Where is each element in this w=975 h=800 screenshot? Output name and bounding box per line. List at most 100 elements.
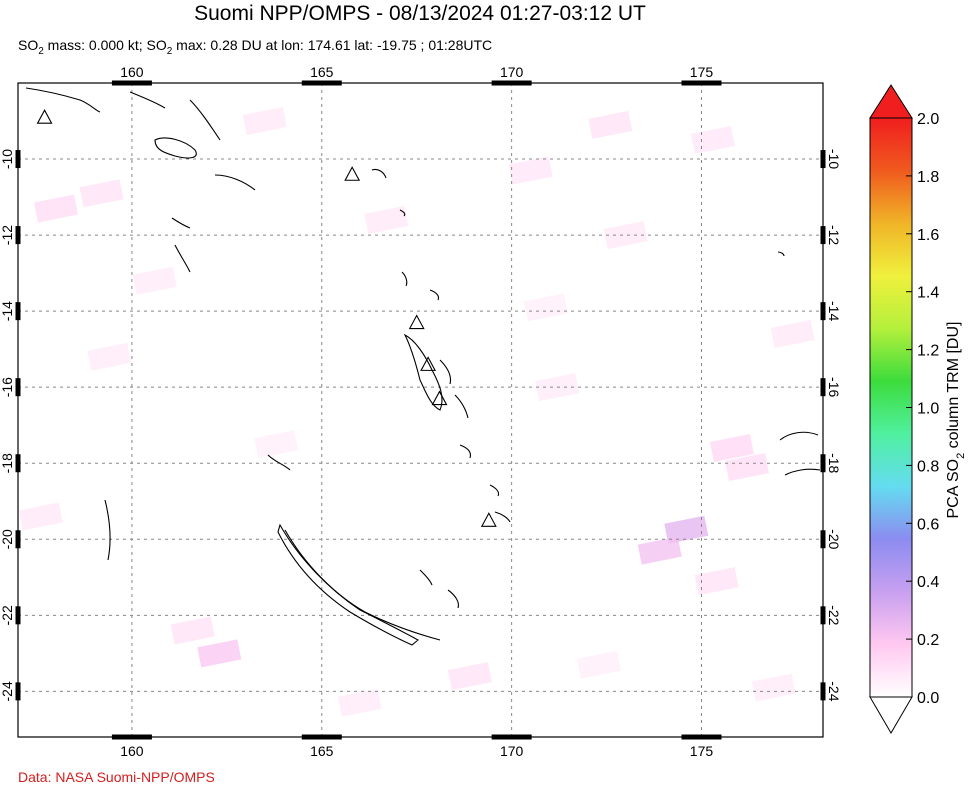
y-tick-label-left: -20 bbox=[0, 529, 15, 549]
colorbar-tick-label: 0.2 bbox=[917, 632, 939, 649]
x-tick-label-top: 160 bbox=[120, 64, 144, 80]
so2-cell bbox=[447, 662, 492, 691]
coast-ouvea bbox=[419, 569, 433, 586]
y-tick-label-left: -14 bbox=[0, 301, 15, 321]
so2-cell bbox=[132, 266, 177, 295]
coast-tanna bbox=[494, 511, 511, 523]
so2-cell bbox=[197, 639, 242, 668]
so2-cells bbox=[18, 107, 815, 717]
volcano-icon bbox=[344, 166, 361, 181]
coast-torres bbox=[401, 271, 408, 287]
chart-subtitle: SO2 mass: 0.000 kt; SO2 max: 0.28 DU at … bbox=[18, 37, 493, 57]
x-tick-label-bottom: 170 bbox=[500, 743, 524, 759]
coast-lifou bbox=[447, 589, 459, 609]
colorbar-tick-label: 1.8 bbox=[917, 169, 939, 186]
so2-cell bbox=[770, 319, 815, 348]
so2-cell bbox=[523, 293, 568, 322]
map-grid bbox=[18, 83, 823, 737]
y-tick-label-left: -10 bbox=[0, 149, 15, 169]
y-tick-label-right: -20 bbox=[826, 529, 842, 549]
colorbar-tick-label: 0.6 bbox=[917, 516, 939, 533]
so2-cell bbox=[79, 179, 124, 208]
so2-cell bbox=[170, 616, 215, 645]
y-tick-label-left: -16 bbox=[0, 377, 15, 397]
x-tick-label-bottom: 165 bbox=[310, 743, 334, 759]
volcano-markers bbox=[36, 109, 497, 527]
y-tick-label-left: -12 bbox=[0, 225, 15, 245]
y-tick-label-left: -18 bbox=[0, 453, 15, 473]
y-tick-label-right: -14 bbox=[826, 301, 842, 321]
so2-cell bbox=[603, 221, 648, 250]
x-tick-label-bottom: 160 bbox=[120, 743, 144, 759]
colorbar-tick-label: 0.0 bbox=[917, 690, 939, 707]
so2-cell bbox=[254, 430, 299, 459]
y-tick-label-left: -22 bbox=[0, 605, 15, 625]
so2-cell bbox=[709, 434, 754, 463]
colorbar-tick-label: 1.0 bbox=[917, 401, 939, 418]
colorbar-tick-label: 0.8 bbox=[917, 458, 939, 475]
data-credit: Data: NASA Suomi-NPP/OMPS bbox=[18, 769, 215, 785]
coast-fiji-viti-levu bbox=[779, 431, 819, 441]
coast-malaita bbox=[189, 99, 221, 141]
coast-fiji-vanua-levu bbox=[784, 468, 821, 476]
so2-cell bbox=[637, 536, 682, 565]
x-tick-label-top: 165 bbox=[310, 64, 334, 80]
so2-cell bbox=[576, 650, 621, 679]
so2-cell bbox=[18, 502, 63, 531]
colorbar-tick-label: 1.2 bbox=[917, 343, 939, 360]
colorbar-title: PCA SO2 column TRM [DU] bbox=[945, 322, 967, 519]
so2-cell bbox=[751, 673, 796, 702]
colorbar-tick-label: 0.4 bbox=[917, 574, 939, 591]
colorbar-tick-label: 2.0 bbox=[917, 111, 939, 128]
so2-cell bbox=[588, 110, 633, 139]
so2-cell bbox=[33, 194, 78, 223]
plot-background bbox=[18, 83, 823, 737]
y-tick-label-right: -18 bbox=[826, 453, 842, 473]
coast-solomon-2 bbox=[129, 91, 166, 109]
volcano-icon bbox=[420, 356, 437, 371]
coast-belep bbox=[267, 454, 291, 471]
x-tick-label-top: 175 bbox=[690, 64, 714, 80]
y-tick-label-right: -22 bbox=[826, 605, 842, 625]
chart-title: Suomi NPP/OMPS - 08/13/2024 01:27-03:12 … bbox=[194, 2, 646, 25]
so2-cell bbox=[242, 107, 287, 136]
coast-chesterfield bbox=[104, 499, 111, 561]
axis-labels: 160 160 165 165 170 170 175 175 -10 -10 -12 -12 -14 -… bbox=[0, 64, 842, 759]
plot-frame bbox=[17, 82, 824, 738]
x-tick-label-top: 170 bbox=[500, 64, 524, 80]
so2-cell bbox=[508, 156, 553, 185]
y-tick-label-right: -12 bbox=[826, 225, 842, 245]
so2-cell bbox=[337, 688, 382, 717]
coast-espiritu-santo bbox=[403, 333, 443, 411]
so2-cell bbox=[87, 342, 132, 371]
coast-bellona bbox=[174, 244, 191, 273]
volcano-icon bbox=[36, 109, 53, 124]
volcano-icon bbox=[480, 512, 497, 527]
coast-aneityum bbox=[489, 484, 500, 497]
volcano-icon bbox=[431, 390, 448, 406]
so2-cell bbox=[725, 453, 770, 482]
colorbar-tick-label: 1.6 bbox=[917, 227, 939, 244]
so2-cell bbox=[364, 205, 409, 234]
x-tick-label-bottom: 175 bbox=[690, 743, 714, 759]
coast-banks bbox=[429, 289, 440, 301]
colorbar-min-arrow bbox=[869, 696, 913, 734]
volcano-icon bbox=[408, 314, 425, 330]
coastlines bbox=[25, 87, 821, 646]
colorbar-tick-label: 1.4 bbox=[917, 285, 939, 302]
frame-ticks bbox=[15, 80, 826, 740]
so2-cell bbox=[694, 567, 739, 596]
coast-rotuma bbox=[777, 251, 785, 257]
coast-guadalcanal bbox=[154, 137, 197, 159]
y-tick-label-right: -10 bbox=[826, 149, 842, 169]
coast-malekula bbox=[439, 359, 452, 385]
colorbar: 0.0 0.2 0.4 0.6 0.8 1.0 1.2 1.4 1.6 1.8 2.0 PCA SO… bbox=[869, 84, 967, 734]
colorbar-max-arrow bbox=[869, 84, 913, 119]
colorbar-scale bbox=[869, 117, 913, 698]
coast-new-caledonia-reef bbox=[284, 529, 441, 641]
so2-cell bbox=[664, 515, 709, 544]
coast-santa-cruz bbox=[371, 168, 387, 179]
coast-efate bbox=[454, 394, 469, 419]
y-tick-label-right: -16 bbox=[826, 377, 842, 397]
